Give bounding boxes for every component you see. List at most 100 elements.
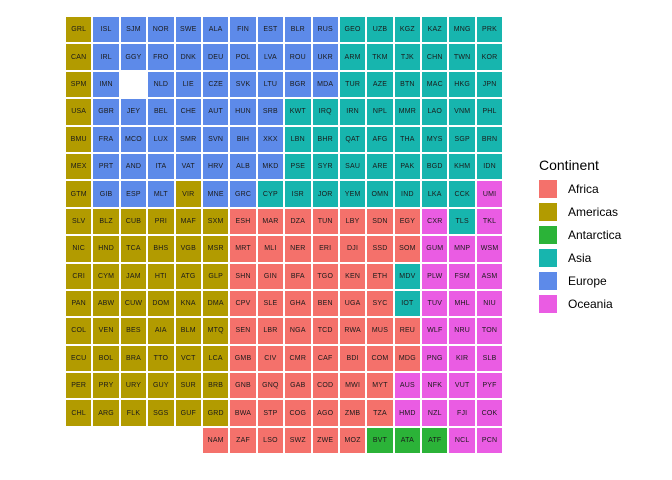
tile-MLT: MLT: [148, 181, 174, 207]
tile-LSO: LSO: [257, 427, 284, 454]
tile-BGR: BGR: [285, 71, 311, 98]
tile-KEN: KEN: [339, 263, 366, 289]
tile-PLW: PLW: [422, 263, 448, 289]
tile-ARE: ARE: [367, 153, 393, 180]
tile-JAM: JAM: [120, 263, 147, 289]
tile-NGA: NGA: [285, 318, 311, 344]
tile-DZA: DZA: [285, 208, 311, 235]
legend-label-antarctica: Antarctica: [568, 228, 622, 242]
tile-TCD: TCD: [312, 318, 338, 344]
tile-PRY: PRY: [93, 373, 119, 399]
tile-TGO: TGO: [312, 263, 338, 289]
tile-ALA: ALA: [202, 17, 229, 43]
tile-MNG: MNG: [449, 17, 475, 43]
legend-label-africa: Africa: [568, 182, 599, 196]
tile-ATG: ATG: [175, 263, 201, 289]
tile-NIC: NIC: [66, 236, 92, 262]
tile-PYF: PYF: [476, 373, 503, 399]
tile-MDV: MDV: [394, 263, 421, 289]
tile-URY: URY: [120, 373, 147, 399]
tile-SVN: SVN: [202, 126, 229, 152]
tile-FSM: FSM: [449, 263, 475, 289]
tile-CRI: CRI: [66, 263, 92, 289]
tile-HRV: HRV: [202, 153, 229, 180]
tile-BOL: BOL: [93, 345, 119, 372]
tile-SYR: SYR: [312, 153, 338, 180]
tile-IRQ: IRQ: [312, 99, 338, 125]
tile-ESH: ESH: [230, 208, 256, 235]
tile-KWT: KWT: [285, 99, 311, 125]
tile-IND: IND: [394, 181, 421, 207]
tile-PHL: PHL: [476, 99, 503, 125]
tile-AIA: AIA: [148, 318, 174, 344]
tile-LKA: LKA: [422, 181, 448, 207]
tile-BHS: BHS: [148, 236, 174, 262]
tile-GMB: GMB: [230, 345, 256, 372]
tile-EST: EST: [257, 17, 284, 43]
tile-CUW: CUW: [120, 290, 147, 317]
tile-AUS: AUS: [394, 373, 421, 399]
tile-RWA: RWA: [339, 318, 366, 344]
tile-MWI: MWI: [339, 373, 366, 399]
tile-VCT: VCT: [175, 345, 201, 372]
tile-YEM: YEM: [339, 181, 366, 207]
tile-WLF: WLF: [422, 318, 448, 344]
empty-cell: [148, 428, 173, 453]
tile-BLR: BLR: [285, 17, 311, 43]
tile-MKD: MKD: [257, 153, 284, 180]
tile-FRA: FRA: [93, 126, 119, 152]
tile-SUR: SUR: [175, 373, 201, 399]
tile-ETH: ETH: [367, 263, 393, 289]
tile-CYM: CYM: [93, 263, 119, 289]
tile-BLM: BLM: [175, 318, 201, 344]
tile-SXM: SXM: [202, 208, 229, 235]
tile-BFA: BFA: [285, 263, 311, 289]
tile-PNG: PNG: [422, 345, 448, 372]
tile-JPN: JPN: [476, 71, 503, 98]
tile-SSD: SSD: [367, 236, 393, 262]
tile-NCL: NCL: [449, 427, 475, 454]
tile-BIH: BIH: [230, 126, 256, 152]
tile-VAT: VAT: [175, 153, 201, 180]
tile-NOR: NOR: [148, 17, 174, 43]
tile-IDN: IDN: [476, 153, 503, 180]
tile-VUT: VUT: [449, 373, 475, 399]
tile-BHR: BHR: [312, 126, 338, 152]
tile-MHL: MHL: [449, 290, 475, 317]
tile-PCN: PCN: [476, 427, 503, 454]
tile-MDG: MDG: [394, 345, 421, 372]
tile-VEN: VEN: [93, 318, 119, 344]
tile-GUY: GUY: [148, 373, 174, 399]
tile-COK: COK: [476, 400, 503, 426]
tile-BLZ: BLZ: [93, 208, 119, 235]
legend-swatch-oceania: [539, 295, 557, 313]
tile-UKR: UKR: [312, 44, 338, 70]
tile-NRU: NRU: [449, 318, 475, 344]
tile-HMD: HMD: [394, 400, 421, 426]
tile-SJM: SJM: [120, 17, 147, 43]
tile-LCA: LCA: [202, 345, 229, 372]
legend-swatch-europe: [539, 272, 557, 290]
tile-BVT: BVT: [367, 427, 393, 454]
tile-BGD: BGD: [422, 153, 448, 180]
tile-SHN: SHN: [230, 263, 256, 289]
tile-FIN: FIN: [230, 17, 256, 43]
legend-item-asia: Asia: [539, 249, 621, 267]
tile-LTU: LTU: [257, 71, 284, 98]
tile-TUV: TUV: [422, 290, 448, 317]
tile-SWZ: SWZ: [285, 427, 311, 454]
tile-KGZ: KGZ: [394, 17, 421, 43]
tile-CYP: CYP: [257, 181, 284, 207]
legend-label-europe: Europe: [568, 274, 607, 288]
legend-swatch-asia: [539, 249, 557, 267]
tile-NFK: NFK: [422, 373, 448, 399]
tile-JEY: JEY: [120, 99, 147, 125]
tile-LVA: LVA: [257, 44, 284, 70]
tile-ISL: ISL: [93, 17, 119, 43]
tile-SMR: SMR: [175, 126, 201, 152]
tile-NLD: NLD: [148, 71, 174, 98]
tile-CHN: CHN: [422, 44, 448, 70]
legend-item-oceania: Oceania: [539, 295, 621, 313]
tile-LBN: LBN: [285, 126, 311, 152]
